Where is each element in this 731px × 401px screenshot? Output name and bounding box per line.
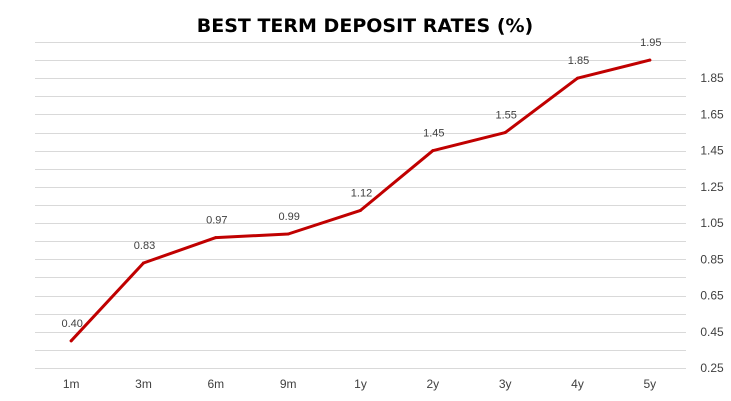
y-tick-label: 0.85 — [700, 252, 724, 266]
x-tick-label: 4y — [571, 377, 584, 391]
y-tick-label: 0.25 — [700, 361, 724, 375]
data-label: 1.85 — [568, 55, 589, 67]
series-layer — [69, 58, 652, 343]
data-point — [214, 236, 218, 240]
data-label: 0.99 — [278, 211, 299, 223]
x-tick-label: 1y — [354, 377, 367, 391]
y-tick-label: 1.45 — [700, 144, 724, 158]
data-point — [359, 208, 362, 212]
chart-title: BEST TERM DEPOSIT RATES (%) — [197, 15, 533, 37]
data-label: 1.95 — [640, 37, 661, 49]
data-point — [576, 76, 579, 80]
data-labels: 0.40 0.83 0.97 0.99 1.12 1.45 1.55 1.85 1.95 — [61, 37, 661, 330]
x-tick-label: 1m — [63, 377, 80, 391]
x-tick-label: 3m — [135, 377, 152, 391]
x-tick-label: 2y — [426, 377, 439, 391]
data-point — [69, 339, 73, 343]
x-tick-label: 9m — [280, 377, 297, 391]
data-point — [286, 232, 290, 236]
x-tick-label: 6m — [207, 377, 224, 391]
data-point — [503, 131, 507, 135]
data-label: 0.97 — [206, 215, 227, 227]
y-tick-label: 0.65 — [700, 289, 724, 303]
x-axis-ticks: 1m 3m 6m 9m 1y 2y 3y 4y 5y — [63, 377, 656, 391]
y-tick-label: 1.85 — [700, 71, 724, 85]
data-label: 0.83 — [134, 240, 155, 252]
data-point — [142, 261, 145, 265]
y-tick-label: 1.65 — [700, 107, 724, 121]
data-point — [431, 149, 435, 153]
y-tick-label: 1.25 — [700, 180, 724, 194]
y-tick-label: 0.45 — [700, 325, 724, 339]
data-label: 1.12 — [351, 187, 372, 199]
x-tick-label: 5y — [643, 377, 656, 391]
data-point — [648, 58, 652, 62]
x-tick-label: 3y — [499, 377, 512, 391]
data-label: 1.55 — [495, 110, 516, 122]
y-axis-ticks: 0.25 0.45 0.65 0.85 1.05 1.25 1.45 1.65 1.85 — [700, 71, 724, 375]
y-tick-label: 1.05 — [700, 216, 724, 230]
data-label: 1.45 — [423, 128, 444, 140]
data-label: 0.40 — [61, 318, 82, 330]
series-line — [69, 58, 652, 343]
gridlines — [35, 42, 686, 369]
